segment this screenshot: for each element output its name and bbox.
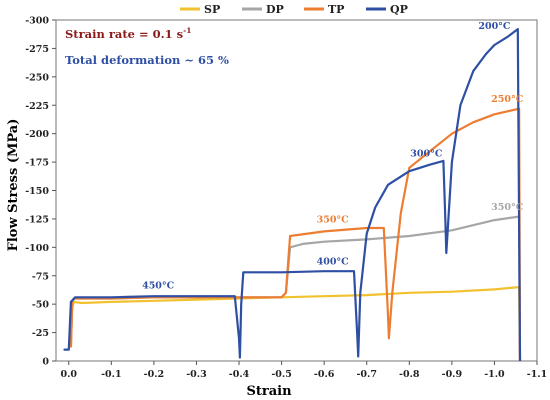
x-tick-label: -0.2 [144,369,164,380]
x-tick-label: -1.1 [527,369,547,380]
legend-label-tp: TP [328,3,344,16]
legend-label-qp: QP [390,3,408,16]
x-axis-title: Strain [246,384,292,399]
y-tick-label: -175 [25,158,49,169]
x-tick-label: -0.9 [442,369,463,380]
y-tick-label: -50 [32,300,50,311]
series-line-dp [69,215,522,362]
y-tick-label: -100 [25,243,49,254]
legend-label-sp: SP [204,3,220,16]
y-tick-label: -225 [25,101,49,112]
legend: SP DP TP QP [180,3,408,16]
y-tick-label: 0 [42,357,49,368]
y-tick-label: -125 [25,214,49,225]
x-tick-label: -0.7 [356,369,376,380]
axis-ticks: 0.0 -0.1 -0.2 -0.3 -0.4 -0.5 -0.6 -0.7 -0.8 -0.9 -… [25,16,547,381]
temperature-label: 350°C [317,214,350,225]
x-tick-label: -0.8 [399,369,420,380]
x-tick-label: -1.0 [484,369,505,380]
y-tick-label: -275 [25,44,49,55]
x-tick-label: 0.0 [61,369,78,380]
x-tick-label: -0.4 [229,369,250,380]
plot-area [55,19,538,362]
plot-border [55,19,538,362]
total-deformation-note: Total deformation ~ 65 % [65,53,229,67]
x-tick-label: -0.3 [186,369,206,380]
y-tick-label: -300 [25,16,49,27]
temperature-label: 300°C [410,148,443,159]
temperature-labels: 450°C 400°C 350°C 300°C 250°C 350°C 200°C [142,21,524,291]
temperature-label: 450°C [142,280,175,291]
y-tick-label: -150 [25,186,49,197]
legend-label-dp: DP [266,3,284,16]
series-line-qp [63,28,522,362]
y-axis-title: Flow Stress (MPa) [6,119,21,252]
temperature-label: 200°C [478,21,511,32]
series-lines [63,28,522,362]
series-line-tp [69,107,522,362]
y-tick-label: -75 [32,271,49,282]
x-tick-label: -0.5 [271,369,291,380]
x-tick-label: -0.1 [101,369,121,380]
strain-rate-note: Strain rate = 0.1 s-1 [65,26,191,41]
temperature-label: 250°C [491,94,524,105]
y-tick-label: -250 [25,72,49,83]
y-tick-label: -200 [25,129,49,140]
temperature-label: 400°C [317,256,350,267]
temperature-label: 350°C [491,202,524,213]
y-tick-label: -25 [32,328,49,339]
x-tick-label: -0.6 [314,369,335,380]
